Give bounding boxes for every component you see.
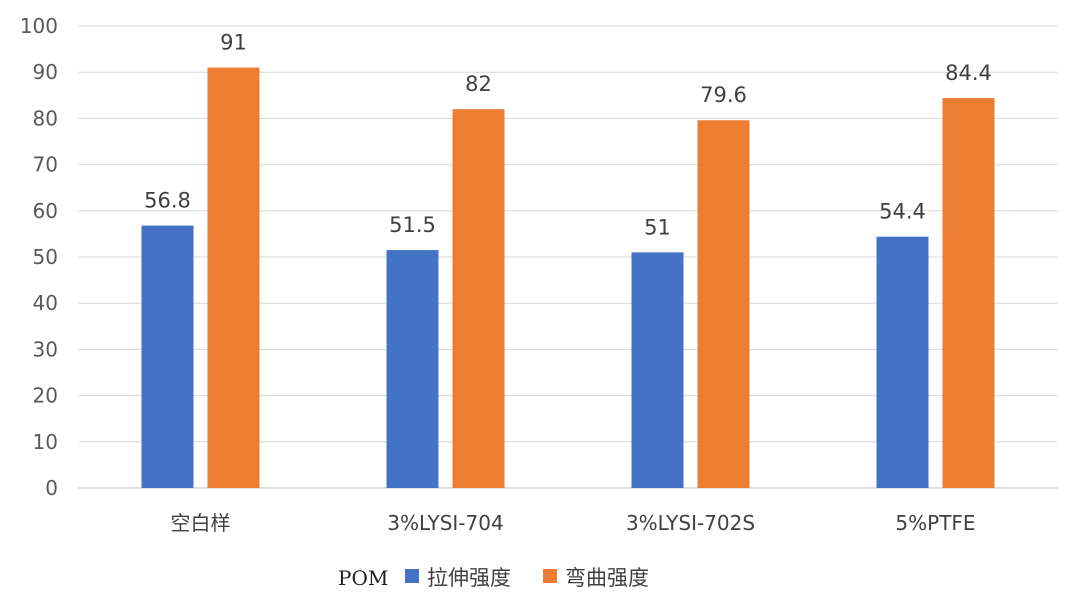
y-tick-label: 50	[33, 245, 58, 269]
data-label: 51	[644, 215, 671, 239]
legend-label: 拉伸强度	[427, 566, 511, 590]
legend-label: 弯曲强度	[565, 566, 649, 590]
legend-swatch	[405, 569, 419, 583]
y-axis-ticks: 0 10 20 30 40 50 60 70 80 90 100	[20, 14, 58, 500]
y-tick-label: 80	[33, 106, 58, 130]
y-tick-label: 10	[33, 430, 58, 454]
y-tick-label: 70	[33, 153, 58, 177]
category-label: 3%LYSI-702S	[626, 511, 755, 535]
x-axis-categories: 空白样 3%LYSI-704 3%LYSI-702S 5%PTFE	[171, 511, 976, 535]
category-label: 空白样	[171, 511, 231, 535]
category-label: 5%PTFE	[895, 511, 975, 535]
y-tick-label: 100	[20, 14, 58, 38]
legend: POM 拉伸强度 弯曲强度	[338, 566, 649, 590]
legend-swatch	[543, 569, 557, 583]
y-tick-label: 30	[33, 337, 58, 361]
bar-tensile	[631, 252, 684, 488]
data-label: 84.4	[945, 61, 992, 85]
data-labels: 56.8 91 51.5 82 51 79.6 54.4 84.4	[144, 31, 992, 240]
bar-tensile	[386, 250, 439, 488]
y-tick-label: 40	[33, 291, 58, 315]
category-label: 3%LYSI-704	[387, 511, 503, 535]
bar-tensile	[141, 225, 194, 489]
y-tick-label: 90	[33, 60, 58, 84]
bar-flexural	[697, 120, 750, 489]
y-tick-label: 0	[45, 476, 58, 500]
data-label: 91	[220, 31, 247, 55]
data-label: 79.6	[700, 83, 747, 107]
bars	[141, 67, 995, 489]
data-label: 51.5	[389, 213, 436, 237]
data-label: 56.8	[144, 189, 191, 213]
y-tick-label: 60	[33, 199, 58, 223]
bar-flexural	[452, 109, 505, 488]
bar-flexural	[207, 67, 260, 488]
legend-title: POM	[338, 566, 388, 590]
bar-flexural	[942, 98, 995, 489]
y-tick-label: 20	[33, 384, 58, 408]
data-label: 54.4	[879, 200, 926, 224]
data-label: 82	[465, 72, 492, 96]
bar-tensile	[876, 236, 929, 488]
